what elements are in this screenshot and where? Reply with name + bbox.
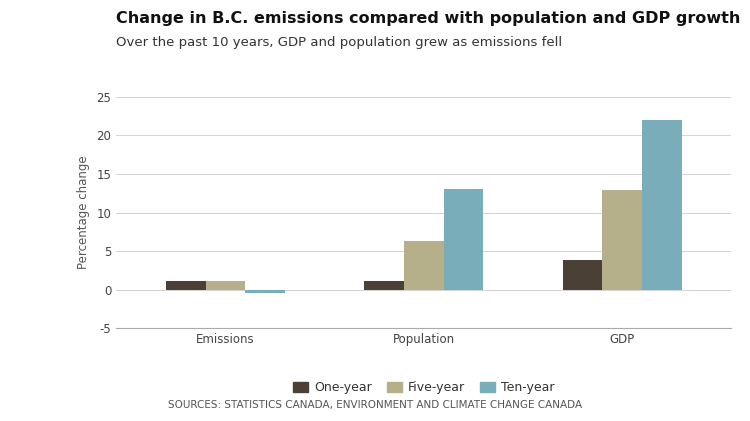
Text: Change in B.C. emissions compared with population and GDP growth: Change in B.C. emissions compared with p… [116, 11, 740, 26]
Bar [364, 280, 404, 290]
Text: Over the past 10 years, GDP and population grew as emissions fell: Over the past 10 years, GDP and populati… [116, 36, 562, 49]
Bar [562, 261, 602, 290]
Bar [166, 280, 206, 290]
Bar [404, 241, 443, 290]
Text: SOURCES: STATISTICS CANADA, ENVIRONMENT AND CLIMATE CHANGE CANADA: SOURCES: STATISTICS CANADA, ENVIRONMENT … [168, 400, 582, 410]
Y-axis label: Percentage change: Percentage change [76, 156, 89, 269]
Bar [443, 189, 483, 290]
Bar [602, 190, 642, 290]
Bar [245, 290, 285, 293]
Legend: One-year, Five-year, Ten-year: One-year, Five-year, Ten-year [288, 376, 560, 399]
Bar [206, 281, 245, 290]
Bar [642, 120, 682, 290]
